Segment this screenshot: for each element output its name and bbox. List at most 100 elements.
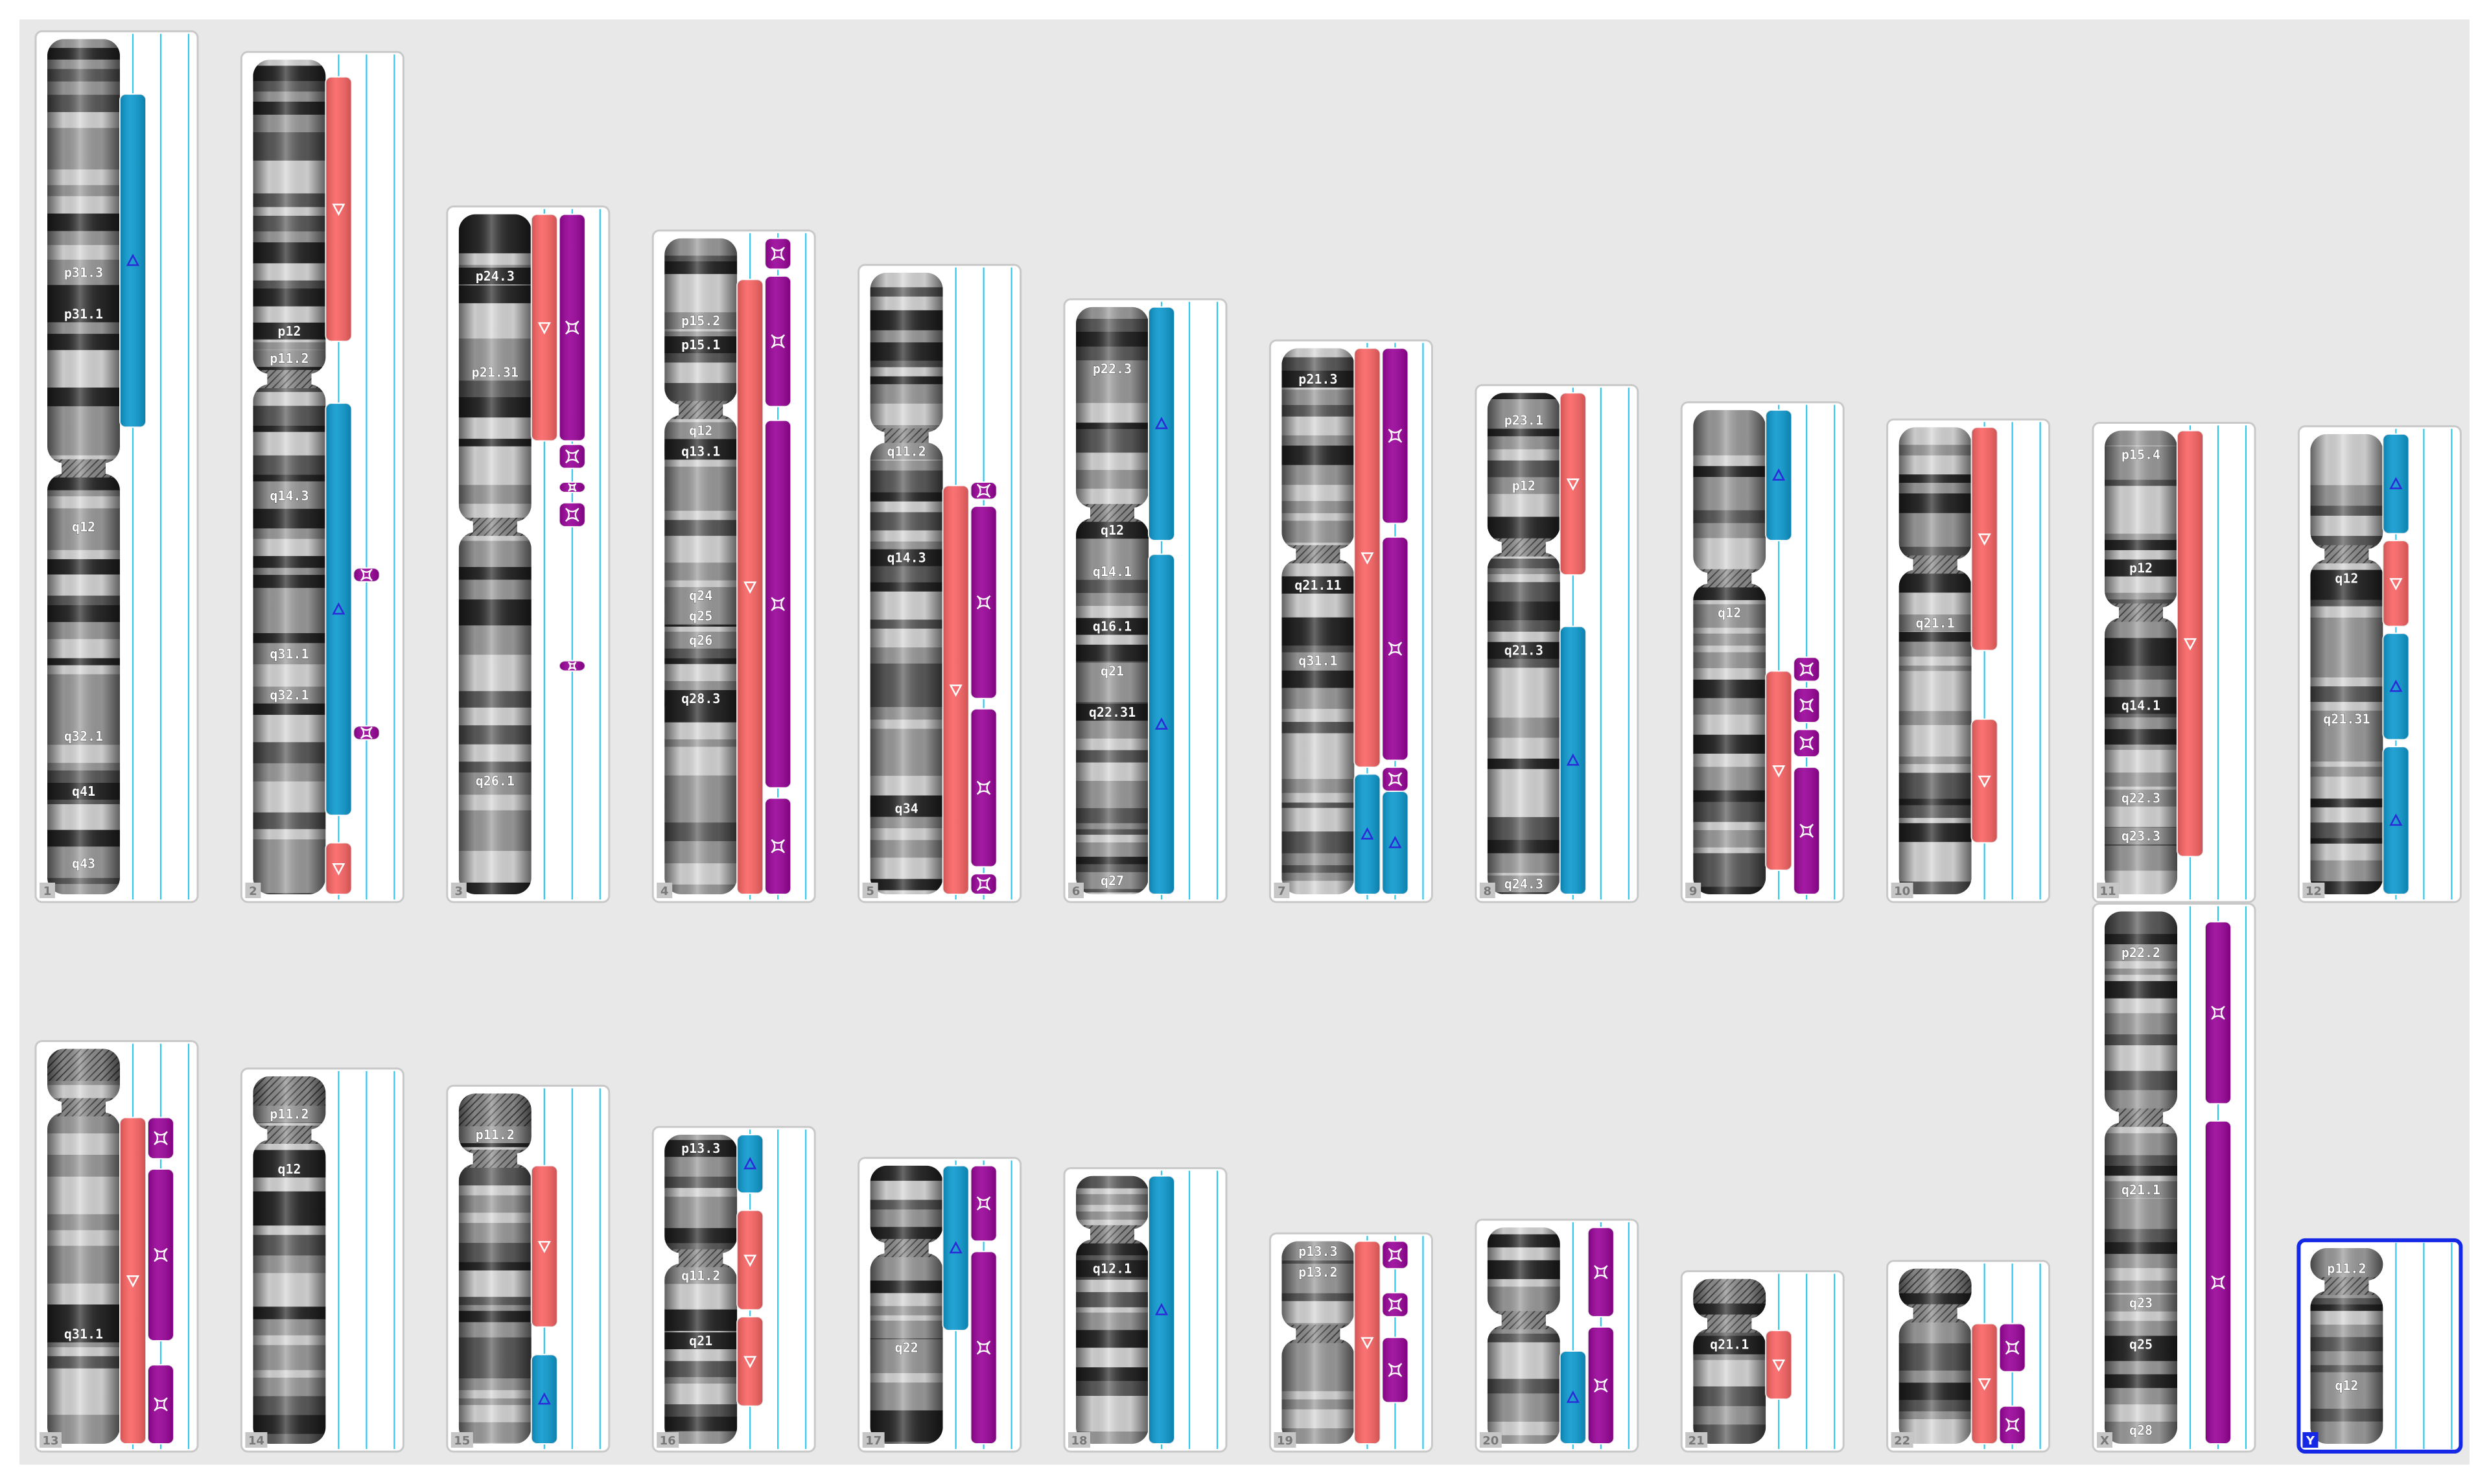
- gain-event[interactable]: [736, 1134, 764, 1194]
- loss-event[interactable]: [736, 1209, 764, 1311]
- loss-event[interactable]: [2177, 430, 2204, 857]
- chromosome-panel-11[interactable]: p15.4 p12 q14.1 q22.3 q23.3 11: [2092, 422, 2256, 903]
- loss-event[interactable]: [1353, 347, 1381, 768]
- loh-event[interactable]: [1381, 1292, 1409, 1317]
- gain-event[interactable]: [1559, 1350, 1587, 1444]
- loh-event[interactable]: [1381, 1240, 1409, 1270]
- loss-event[interactable]: [1559, 392, 1587, 576]
- chromosome-panel-16[interactable]: p13.3 q11.2 q21 16: [651, 1126, 816, 1453]
- loss-event[interactable]: [736, 279, 764, 895]
- band-label: q26.1: [476, 773, 515, 789]
- gain-event[interactable]: [1148, 1175, 1175, 1444]
- loss-event[interactable]: [325, 76, 353, 342]
- chromosome-panel-4[interactable]: p15.2 p15.1 q12 q13.1 q24 q25 q26 q28.3 4: [651, 229, 816, 903]
- loh-event[interactable]: [1587, 1227, 1615, 1317]
- gain-event[interactable]: [530, 1354, 558, 1444]
- chromosome-panel-X[interactable]: p22.2 q21.1 q23 q25 q28 X: [2092, 903, 2256, 1453]
- chromosome-panel-8[interactable]: p23.1 p12 q21.3 q24.3 8: [1475, 384, 1639, 903]
- gain-event[interactable]: [2382, 746, 2410, 895]
- loss-event[interactable]: [736, 1316, 764, 1407]
- loh-event[interactable]: [2204, 1120, 2232, 1445]
- loss-event[interactable]: [1765, 670, 1793, 871]
- loh-event[interactable]: [558, 660, 586, 672]
- triangle-down-icon: [126, 1275, 140, 1288]
- chromosome-panel-3[interactable]: p24.3 p21.31 q26.1 3: [446, 205, 611, 903]
- chromosome-panel-2[interactable]: p12 p11.2 q14.3 q31.1 q32.1 2: [240, 51, 404, 913]
- loh-event[interactable]: [353, 567, 380, 583]
- chromosome-panel-14[interactable]: p11.2 q12 14: [240, 1067, 404, 1453]
- loh-event[interactable]: [1587, 1326, 1615, 1445]
- loh-event[interactable]: [1793, 688, 1821, 723]
- chromosome-panel-6[interactable]: p22.3 q12 q14.1 q16.1 q21 q22.31 q27 6: [1063, 298, 1228, 903]
- chromosome-panel-15[interactable]: p11.2 15: [446, 1084, 611, 1462]
- chromosome-panel-10[interactable]: q21.1 10: [1886, 418, 2051, 903]
- loh-event[interactable]: [1793, 656, 1821, 682]
- chromosome-panel-19[interactable]: p13.3 p13.2 19: [1268, 1232, 1433, 1462]
- chromosome-panel-22[interactable]: 22: [1886, 1260, 2051, 1453]
- gain-event[interactable]: [2382, 632, 2410, 741]
- loh-event[interactable]: [2204, 921, 2232, 1105]
- loh-event[interactable]: [970, 873, 998, 895]
- loss-event[interactable]: [530, 213, 558, 442]
- loh-event[interactable]: [1793, 728, 1821, 758]
- chromosome-panel-7[interactable]: p21.3 q21.11 q31.1 7: [1268, 339, 1433, 903]
- loh-event[interactable]: [764, 797, 792, 895]
- loh-event[interactable]: [970, 1165, 998, 1242]
- gain-event[interactable]: [1148, 553, 1175, 895]
- gain-event[interactable]: [1559, 625, 1587, 895]
- chromosome-panel-20[interactable]: 20: [1475, 1218, 1639, 1457]
- loh-event[interactable]: [970, 1251, 998, 1444]
- loh-event[interactable]: [970, 708, 998, 868]
- chromosome-panel-9[interactable]: q12 9: [1680, 401, 1845, 907]
- chromosome-panel-Y[interactable]: p11.2 q12 Y: [2296, 1238, 2463, 1455]
- gain-event[interactable]: [325, 402, 353, 817]
- chromosome-panel-21[interactable]: q21.1 21: [1680, 1270, 1845, 1453]
- chromosome-panel-5[interactable]: q11.2 q14.3 q34 5: [858, 264, 1022, 903]
- loh-event[interactable]: [1998, 1405, 2026, 1444]
- loh-event[interactable]: [970, 481, 998, 500]
- loh-event[interactable]: [764, 237, 792, 270]
- loss-event[interactable]: [1765, 1330, 1793, 1400]
- loss-bar-shade: [2177, 430, 2203, 857]
- loh-event[interactable]: [558, 481, 586, 493]
- chromosome-panel-18[interactable]: q12.1 18: [1063, 1167, 1228, 1453]
- triangle-down-icon: [949, 684, 963, 697]
- chromosome-panel-12[interactable]: q12 q21.31 12: [2297, 425, 2462, 903]
- loh-event[interactable]: [147, 1364, 174, 1445]
- loh-event[interactable]: [970, 505, 998, 699]
- chromosome-panel-17[interactable]: q22 17: [858, 1157, 1022, 1453]
- loh-event[interactable]: [558, 213, 586, 442]
- loh-bar-shade: [148, 1365, 174, 1444]
- loh-event[interactable]: [1381, 347, 1409, 524]
- gain-event[interactable]: [942, 1165, 970, 1332]
- gain-event[interactable]: [1353, 773, 1381, 895]
- gain-event[interactable]: [2382, 433, 2410, 535]
- loss-event[interactable]: [1970, 426, 1998, 651]
- loss-event[interactable]: [942, 485, 970, 895]
- gain-event[interactable]: [1381, 791, 1409, 895]
- gain-event[interactable]: [1765, 409, 1793, 542]
- loh-event[interactable]: [1998, 1323, 2026, 1373]
- loh-event[interactable]: [147, 1117, 174, 1160]
- gain-event[interactable]: [1148, 306, 1175, 542]
- loss-event[interactable]: [1353, 1240, 1381, 1445]
- loh-event[interactable]: [1381, 536, 1409, 761]
- loh-event[interactable]: [147, 1168, 174, 1341]
- chromosome-panel-13[interactable]: q31.1 13: [34, 1040, 199, 1454]
- loss-event[interactable]: [2382, 540, 2410, 627]
- loss-event[interactable]: [530, 1165, 558, 1328]
- loss-event[interactable]: [119, 1117, 146, 1444]
- loss-event[interactable]: [1970, 1323, 1998, 1444]
- loss-event[interactable]: [1970, 718, 1998, 844]
- loss-event[interactable]: [325, 842, 353, 895]
- loh-event[interactable]: [558, 443, 586, 469]
- loh-event[interactable]: [1381, 766, 1409, 793]
- loh-event[interactable]: [1793, 766, 1821, 896]
- loh-event[interactable]: [558, 502, 586, 528]
- loh-event[interactable]: [764, 419, 792, 789]
- gain-event[interactable]: [119, 93, 146, 428]
- loh-event[interactable]: [764, 275, 792, 408]
- loh-event[interactable]: [1381, 1336, 1409, 1404]
- loh-event[interactable]: [353, 725, 380, 741]
- chromosome-panel-1[interactable]: p31.3 p31.1 q12 q32.1 q41 q43 1: [34, 30, 199, 903]
